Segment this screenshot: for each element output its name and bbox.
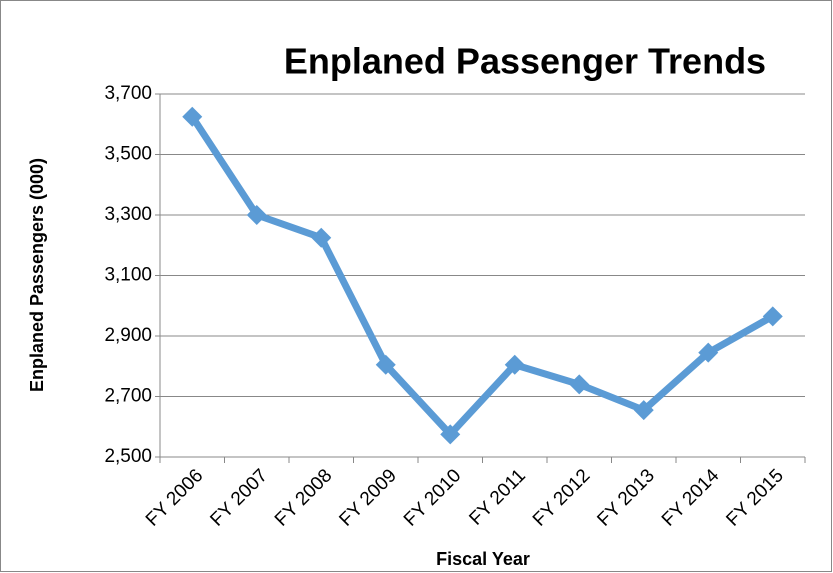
- y-tick-label: 3,500: [104, 144, 152, 165]
- data-point: [633, 400, 654, 421]
- data-point: [698, 342, 719, 363]
- data-point: [569, 374, 590, 395]
- data-point: [504, 354, 525, 375]
- data-point: [311, 227, 332, 248]
- y-tick-label: 3,100: [104, 265, 152, 286]
- data-point: [762, 306, 783, 327]
- data-point: [182, 106, 203, 127]
- series-line: [189, 114, 775, 438]
- data-point: [375, 354, 396, 375]
- data-point: [440, 424, 461, 445]
- y-tick-label: 2,700: [104, 386, 152, 407]
- y-axis-label: Enplaned Passengers (000): [27, 158, 47, 392]
- y-tick-label: 2,900: [104, 325, 152, 346]
- chart-title: Enplaned Passenger Trends: [284, 41, 766, 82]
- y-tick-label: 3,700: [104, 83, 152, 104]
- x-axis-label: Fiscal Year: [436, 549, 530, 569]
- data-point: [246, 205, 267, 225]
- y-tick-label: 2,500: [104, 446, 152, 467]
- y-tick-label: 3,300: [104, 204, 152, 225]
